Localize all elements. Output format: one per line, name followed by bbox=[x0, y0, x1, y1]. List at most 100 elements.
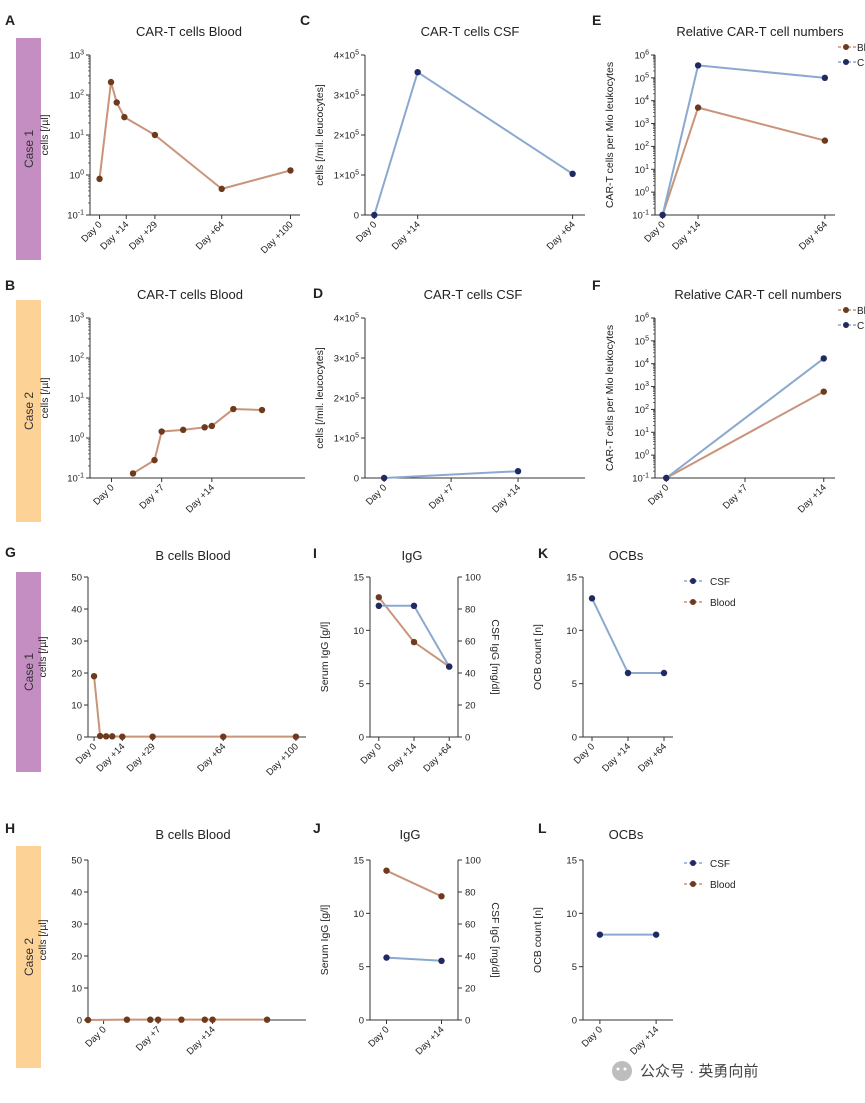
data-point-H-0-0 bbox=[84, 1016, 92, 1024]
y-tick-label: 101 bbox=[635, 427, 650, 439]
data-point-B-0-7 bbox=[258, 406, 266, 414]
case-label-row1: Case 1 bbox=[22, 130, 36, 168]
panel-letter-L: L bbox=[538, 820, 547, 836]
data-point-B-0-1 bbox=[151, 456, 158, 464]
data-point-G-0-2 bbox=[102, 733, 110, 740]
data-point-J-0-0 bbox=[383, 867, 390, 874]
data-point-E-1-2 bbox=[821, 74, 829, 82]
data-point-A-0-5 bbox=[218, 185, 225, 193]
series-line-J-1 bbox=[386, 956, 442, 962]
y-tick-label: 100 bbox=[70, 433, 85, 445]
y-tick-label: 103 bbox=[70, 313, 85, 325]
data-point-J-1-1 bbox=[438, 957, 445, 964]
y-tick-label: 10-1 bbox=[67, 210, 84, 222]
data-point-F-1-1 bbox=[820, 355, 827, 362]
y-tick-label: 2×105 bbox=[334, 130, 359, 142]
data-point-B-0-4 bbox=[201, 424, 208, 431]
y-tick-label: 102 bbox=[635, 404, 650, 416]
y2-tick-label: 40 bbox=[465, 952, 476, 963]
y-tick-label: 3×105 bbox=[334, 90, 359, 102]
y-tick-label: 100 bbox=[635, 450, 650, 462]
y-tick-label: 10 bbox=[71, 701, 82, 712]
data-point-L-0-1 bbox=[652, 931, 660, 938]
data-point-B-0-5 bbox=[208, 422, 216, 430]
panel-letter-I: I bbox=[313, 545, 317, 561]
data-point-I-1-0 bbox=[375, 602, 382, 609]
chart-title-B: CAR-T cells Blood bbox=[137, 287, 243, 302]
y-tick-label: 100 bbox=[635, 187, 650, 199]
data-point-C-0-0 bbox=[371, 211, 378, 219]
y2-axis-label-J: CSF IgG [mg/dl] bbox=[489, 902, 501, 977]
y-axis-label-K: OCB count [n] bbox=[532, 624, 544, 690]
y-axis-label-G: cells [/µl] bbox=[37, 636, 49, 677]
data-point-F-0-1 bbox=[820, 388, 827, 395]
wechat-icon bbox=[612, 1061, 632, 1081]
y-tick-label: 30 bbox=[71, 637, 82, 648]
series-line-B-0 bbox=[132, 408, 263, 475]
data-point-G-0-7 bbox=[292, 733, 300, 740]
case-bar-row3 bbox=[16, 572, 41, 772]
data-point-J-0-1 bbox=[438, 893, 445, 900]
data-point-A-0-0 bbox=[96, 175, 103, 183]
y-tick-label: 0 bbox=[572, 733, 577, 744]
case-label-row2: Case 2 bbox=[22, 392, 36, 430]
y-axis-label-H: cells [/µl] bbox=[37, 919, 49, 960]
legend-F-csf: C bbox=[857, 321, 864, 332]
data-point-F-1-0 bbox=[663, 474, 670, 482]
y-axis-label-L: OCB count [n] bbox=[532, 907, 544, 973]
y-tick-label: 106 bbox=[635, 313, 650, 325]
data-point-H-0-4 bbox=[178, 1016, 185, 1023]
y-tick-label: 0 bbox=[354, 474, 359, 485]
y-tick-label: 40 bbox=[71, 888, 82, 899]
case-bar-row4 bbox=[16, 846, 41, 1068]
y-tick-label: 103 bbox=[635, 118, 650, 130]
legend-K-csf: CSF bbox=[710, 577, 730, 588]
y-axis-label-A: cells [/µl] bbox=[39, 114, 51, 155]
legend-K-blood: Blood bbox=[710, 598, 736, 609]
y2-tick-label: 0 bbox=[465, 733, 470, 744]
y-tick-label: 20 bbox=[71, 669, 82, 680]
y-tick-label: 105 bbox=[635, 335, 650, 347]
chart-title-K: OCBs bbox=[609, 548, 644, 563]
series-line-F-0 bbox=[665, 390, 825, 479]
panel-letter-A: A bbox=[5, 12, 15, 28]
y-tick-label: 0 bbox=[359, 733, 364, 744]
y-tick-label: 0 bbox=[77, 733, 82, 744]
data-point-I-0-0 bbox=[375, 594, 382, 601]
y-tick-label: 3×105 bbox=[334, 353, 359, 365]
y-tick-label: 10-1 bbox=[632, 473, 649, 485]
data-point-D-0-0 bbox=[380, 474, 388, 482]
y-tick-label: 5 bbox=[359, 679, 364, 690]
chart-title-L: OCBs bbox=[609, 827, 644, 842]
data-point-B-0-6 bbox=[230, 405, 237, 413]
data-point-J-1-0 bbox=[383, 954, 390, 961]
y2-axis-label-I: CSF IgG [mg/dl] bbox=[489, 619, 501, 694]
y-tick-label: 20 bbox=[71, 952, 82, 963]
data-point-H-0-5 bbox=[201, 1016, 208, 1023]
y-tick-label: 50 bbox=[71, 573, 82, 584]
y-tick-label: 40 bbox=[71, 605, 82, 616]
y-tick-label: 10 bbox=[566, 909, 577, 920]
data-point-K-0-0 bbox=[588, 595, 596, 602]
y-tick-label: 103 bbox=[635, 381, 650, 393]
y-tick-label: 10-1 bbox=[632, 210, 649, 222]
y-axis-label-C: cells [/mil. leucocytes] bbox=[314, 84, 326, 186]
panel-letter-E: E bbox=[592, 12, 601, 28]
y-tick-label: 5 bbox=[359, 962, 364, 973]
y-tick-label: 0 bbox=[354, 211, 359, 222]
y2-tick-label: 0 bbox=[465, 1016, 470, 1027]
chart-title-J: IgG bbox=[400, 827, 421, 842]
panel-letter-B: B bbox=[5, 277, 15, 293]
y2-tick-label: 80 bbox=[465, 605, 476, 616]
y-tick-label: 103 bbox=[70, 50, 85, 62]
y-tick-label: 101 bbox=[70, 130, 85, 142]
data-point-I-1-1 bbox=[410, 602, 418, 609]
legend-L: CSF Blood bbox=[684, 859, 736, 891]
data-point-H-0-2 bbox=[147, 1016, 154, 1023]
legend-E-blood: Bl bbox=[857, 43, 865, 54]
data-point-G-0-6 bbox=[220, 733, 227, 740]
panel-letter-C: C bbox=[300, 12, 310, 28]
y-tick-label: 15 bbox=[353, 856, 364, 867]
panel-letter-H: H bbox=[5, 820, 15, 836]
y-tick-label: 30 bbox=[71, 920, 82, 931]
